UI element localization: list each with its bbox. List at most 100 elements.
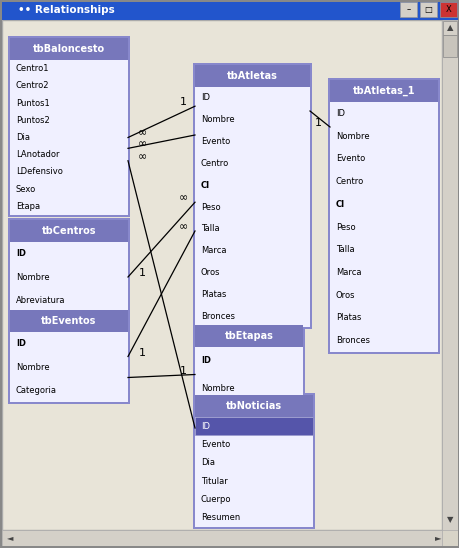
Text: tbEventos: tbEventos bbox=[41, 316, 96, 326]
Text: ∞: ∞ bbox=[178, 222, 187, 232]
Text: –: – bbox=[405, 5, 410, 14]
Bar bbox=[10, 38, 128, 60]
Bar bbox=[0, 0, 459, 2]
Text: Cuerpo: Cuerpo bbox=[201, 495, 231, 504]
Bar bbox=[10, 310, 128, 332]
Bar bbox=[10, 60, 128, 215]
Text: Marca: Marca bbox=[335, 268, 361, 277]
Bar bbox=[457, 0, 459, 548]
Text: ID: ID bbox=[201, 93, 210, 102]
Text: Dia: Dia bbox=[16, 133, 30, 142]
Bar bbox=[8, 218, 130, 314]
Text: ID: ID bbox=[201, 356, 211, 366]
Text: ►: ► bbox=[434, 534, 440, 543]
Text: Evento: Evento bbox=[201, 137, 230, 146]
Bar bbox=[329, 102, 437, 352]
Bar bbox=[442, 35, 456, 57]
Bar bbox=[10, 242, 128, 312]
Text: CI: CI bbox=[201, 181, 210, 190]
Text: Nombre: Nombre bbox=[201, 115, 234, 124]
Bar bbox=[193, 63, 311, 329]
Text: ∞: ∞ bbox=[137, 139, 146, 150]
Text: Sexo: Sexo bbox=[16, 185, 36, 193]
Bar bbox=[195, 347, 302, 402]
Text: Categoria: Categoria bbox=[16, 386, 57, 395]
Bar bbox=[399, 2, 416, 17]
Text: Dia: Dia bbox=[201, 458, 214, 467]
Text: Peso: Peso bbox=[335, 222, 355, 231]
Text: Centro2: Centro2 bbox=[16, 81, 50, 90]
Bar bbox=[195, 417, 312, 527]
Bar bbox=[0, 0, 459, 20]
Text: Platas: Platas bbox=[201, 290, 226, 299]
Text: Puntos2: Puntos2 bbox=[16, 116, 50, 125]
Text: ∞: ∞ bbox=[178, 193, 187, 203]
Text: tbBaloncesto: tbBaloncesto bbox=[33, 44, 105, 54]
Text: ▼: ▼ bbox=[446, 516, 452, 524]
Text: 1: 1 bbox=[179, 97, 186, 107]
Text: Etapa: Etapa bbox=[16, 202, 40, 211]
Text: Puntos1: Puntos1 bbox=[16, 99, 50, 107]
Bar bbox=[329, 80, 437, 102]
Text: tbNoticias: tbNoticias bbox=[225, 401, 281, 411]
Bar bbox=[0, 0, 2, 548]
Text: ◄: ◄ bbox=[7, 534, 13, 543]
Text: Nombre: Nombre bbox=[201, 384, 234, 393]
Bar bbox=[2, 530, 441, 546]
Text: tbAtletas_1: tbAtletas_1 bbox=[352, 86, 414, 96]
Text: •• Relationships: •• Relationships bbox=[18, 5, 114, 15]
Bar bbox=[195, 87, 309, 327]
Text: Oros: Oros bbox=[335, 290, 355, 300]
Bar bbox=[0, 546, 459, 548]
Bar bbox=[10, 332, 128, 402]
Text: tbAtletas: tbAtletas bbox=[227, 71, 277, 81]
Text: Talla: Talla bbox=[201, 224, 219, 233]
Text: X: X bbox=[445, 5, 450, 14]
Text: Resumen: Resumen bbox=[201, 513, 240, 522]
Text: Centro: Centro bbox=[201, 159, 229, 168]
Text: 1: 1 bbox=[138, 268, 145, 278]
Text: 1: 1 bbox=[179, 366, 186, 375]
Text: Oros: Oros bbox=[201, 268, 220, 277]
Text: Platas: Platas bbox=[335, 313, 361, 322]
Text: Bronces: Bronces bbox=[201, 312, 235, 321]
Bar bbox=[193, 323, 304, 404]
Bar bbox=[195, 417, 312, 435]
Text: Talla: Talla bbox=[335, 245, 354, 254]
Text: Titular: Titular bbox=[201, 477, 227, 486]
Bar bbox=[195, 395, 312, 417]
Text: Marca: Marca bbox=[201, 246, 226, 255]
Text: Nombre: Nombre bbox=[335, 132, 369, 141]
Bar bbox=[439, 2, 456, 17]
Text: ID: ID bbox=[16, 249, 26, 258]
Bar bbox=[8, 308, 130, 404]
Bar bbox=[327, 78, 439, 354]
Text: 1: 1 bbox=[138, 347, 145, 357]
Text: ∞: ∞ bbox=[137, 128, 146, 139]
Bar bbox=[419, 2, 436, 17]
Text: LAnotador: LAnotador bbox=[16, 150, 59, 159]
Text: □: □ bbox=[424, 5, 431, 14]
Text: Evento: Evento bbox=[201, 440, 230, 449]
Bar bbox=[8, 36, 130, 217]
Bar bbox=[193, 393, 314, 529]
Text: ∞: ∞ bbox=[137, 152, 146, 162]
Bar bbox=[10, 220, 128, 242]
Bar bbox=[442, 21, 456, 35]
Bar bbox=[441, 20, 457, 530]
Text: Centro: Centro bbox=[335, 177, 364, 186]
Text: ID: ID bbox=[201, 421, 210, 431]
Text: Peso: Peso bbox=[201, 203, 220, 212]
Text: Evento: Evento bbox=[335, 155, 364, 163]
Text: Nombre: Nombre bbox=[16, 272, 50, 282]
Text: tbEtapas: tbEtapas bbox=[224, 331, 273, 341]
Text: 1: 1 bbox=[314, 118, 321, 128]
Text: CI: CI bbox=[335, 200, 344, 209]
Text: ▲: ▲ bbox=[446, 24, 452, 32]
Text: Nombre: Nombre bbox=[16, 362, 50, 372]
Text: Centro1: Centro1 bbox=[16, 64, 50, 73]
Text: ID: ID bbox=[16, 339, 26, 348]
Text: Abreviatura: Abreviatura bbox=[16, 296, 65, 305]
Text: tbCentros: tbCentros bbox=[42, 226, 96, 236]
Bar bbox=[195, 65, 309, 87]
